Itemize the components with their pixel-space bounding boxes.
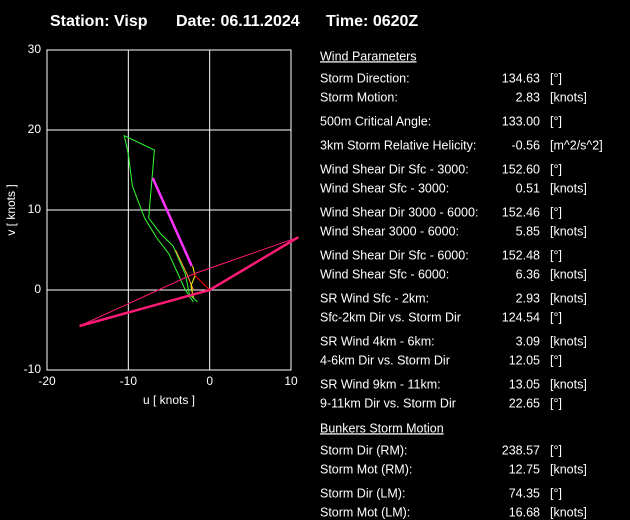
time: Time: 0620Z [326,13,418,30]
x-tick-label: 0 [206,374,213,388]
hodograph-line [193,273,211,291]
hodograph-line [123,134,198,303]
param-label: Storm Dir (LM): [320,486,405,500]
param-value: 152.60 [502,162,540,176]
y-tick-label: 20 [28,122,42,136]
param-label: Storm Direction: [320,71,410,85]
param-unit: [°] [550,248,562,262]
param-label: SR Wind 9km - 11km: [320,377,441,391]
param-label: Wind Shear Dir Sfc - 3000: [320,162,469,176]
param-value: 13.05 [509,377,540,391]
param-label: Wind Shear 3000 - 6000: [320,224,459,238]
param-unit: [knots] [550,334,587,348]
x-tick-label: -10 [120,374,138,388]
param-label: Sfc-2km Dir vs. Storm Dir [320,310,461,324]
y-axis-label: v [ knots ] [4,184,18,235]
param-unit: [°] [550,486,562,500]
param-value: 3.09 [516,334,540,348]
param-unit: [knots] [550,505,587,519]
y-tick-label: 0 [34,282,41,296]
param-unit: [m^2/s^2] [550,138,603,152]
param-unit: [knots] [550,377,587,391]
param-label: Storm Mot (LM): [320,505,410,519]
param-label: 500m Critical Angle: [320,114,431,128]
param-label: 9-11km Dir vs. Storm Dir [320,396,456,410]
y-tick-label: 30 [28,42,42,56]
param-value: 12.05 [509,353,540,367]
param-value: 0.51 [516,181,540,195]
section-title: Wind Parameters [320,49,417,63]
param-value: 152.48 [502,248,540,262]
param-value: 22.65 [509,396,540,410]
param-unit: [knots] [550,181,587,195]
param-value: 238.57 [502,443,540,457]
param-unit: [°] [550,443,562,457]
param-label: SR Wind Sfc - 2km: [320,291,429,305]
param-unit: [knots] [550,291,587,305]
param-label: 4-6km Dir vs. Storm Dir [320,353,450,367]
param-unit: [knots] [550,462,587,476]
hodograph-line [151,177,193,267]
x-tick-label: 10 [284,374,298,388]
param-value: 74.35 [509,486,540,500]
param-value: 2.93 [516,291,540,305]
y-tick-label: -10 [24,362,42,376]
param-value: 6.36 [516,267,540,281]
param-label: SR Wind 4km - 6km: [320,334,435,348]
param-unit: [°] [550,353,562,367]
x-axis-label: u [ knots ] [143,393,195,407]
param-unit: [°] [550,205,562,219]
param-value: 2.83 [516,90,540,104]
param-unit: [°] [550,310,562,324]
param-unit: [knots] [550,90,587,104]
param-value: 16.68 [509,505,540,519]
y-tick-label: 10 [28,202,42,216]
param-label: 3km Storm Relative Helicity: [320,138,476,152]
param-label: Storm Motion: [320,90,398,104]
param-unit: [knots] [550,267,587,281]
param-unit: [knots] [550,224,587,238]
param-value: 5.85 [516,224,540,238]
param-label: Storm Mot (RM): [320,462,412,476]
param-unit: [°] [550,71,562,85]
param-label: Storm Dir (RM): [320,443,408,457]
date: Date: 06.11.2024 [176,13,300,30]
param-value: 12.75 [509,462,540,476]
param-value: 124.54 [502,310,540,324]
param-label: Wind Shear Dir Sfc - 6000: [320,248,469,262]
param-value: 134.63 [502,71,540,85]
param-label: Wind Shear Sfc - 6000: [320,267,449,281]
param-unit: [°] [550,396,562,410]
hodograph-line [175,249,194,291]
param-value: 152.46 [502,205,540,219]
station: Station: Visp [50,13,148,30]
hodograph-line [190,265,196,299]
param-unit: [°] [550,162,562,176]
param-label: Wind Shear Sfc - 3000: [320,181,449,195]
param-label: Wind Shear Dir 3000 - 6000: [320,205,478,219]
param-value: -0.56 [512,138,541,152]
section-title: Bunkers Storm Motion [320,421,444,435]
x-tick-label: -20 [38,374,56,388]
param-value: 133.00 [502,114,540,128]
param-unit: [°] [550,114,562,128]
